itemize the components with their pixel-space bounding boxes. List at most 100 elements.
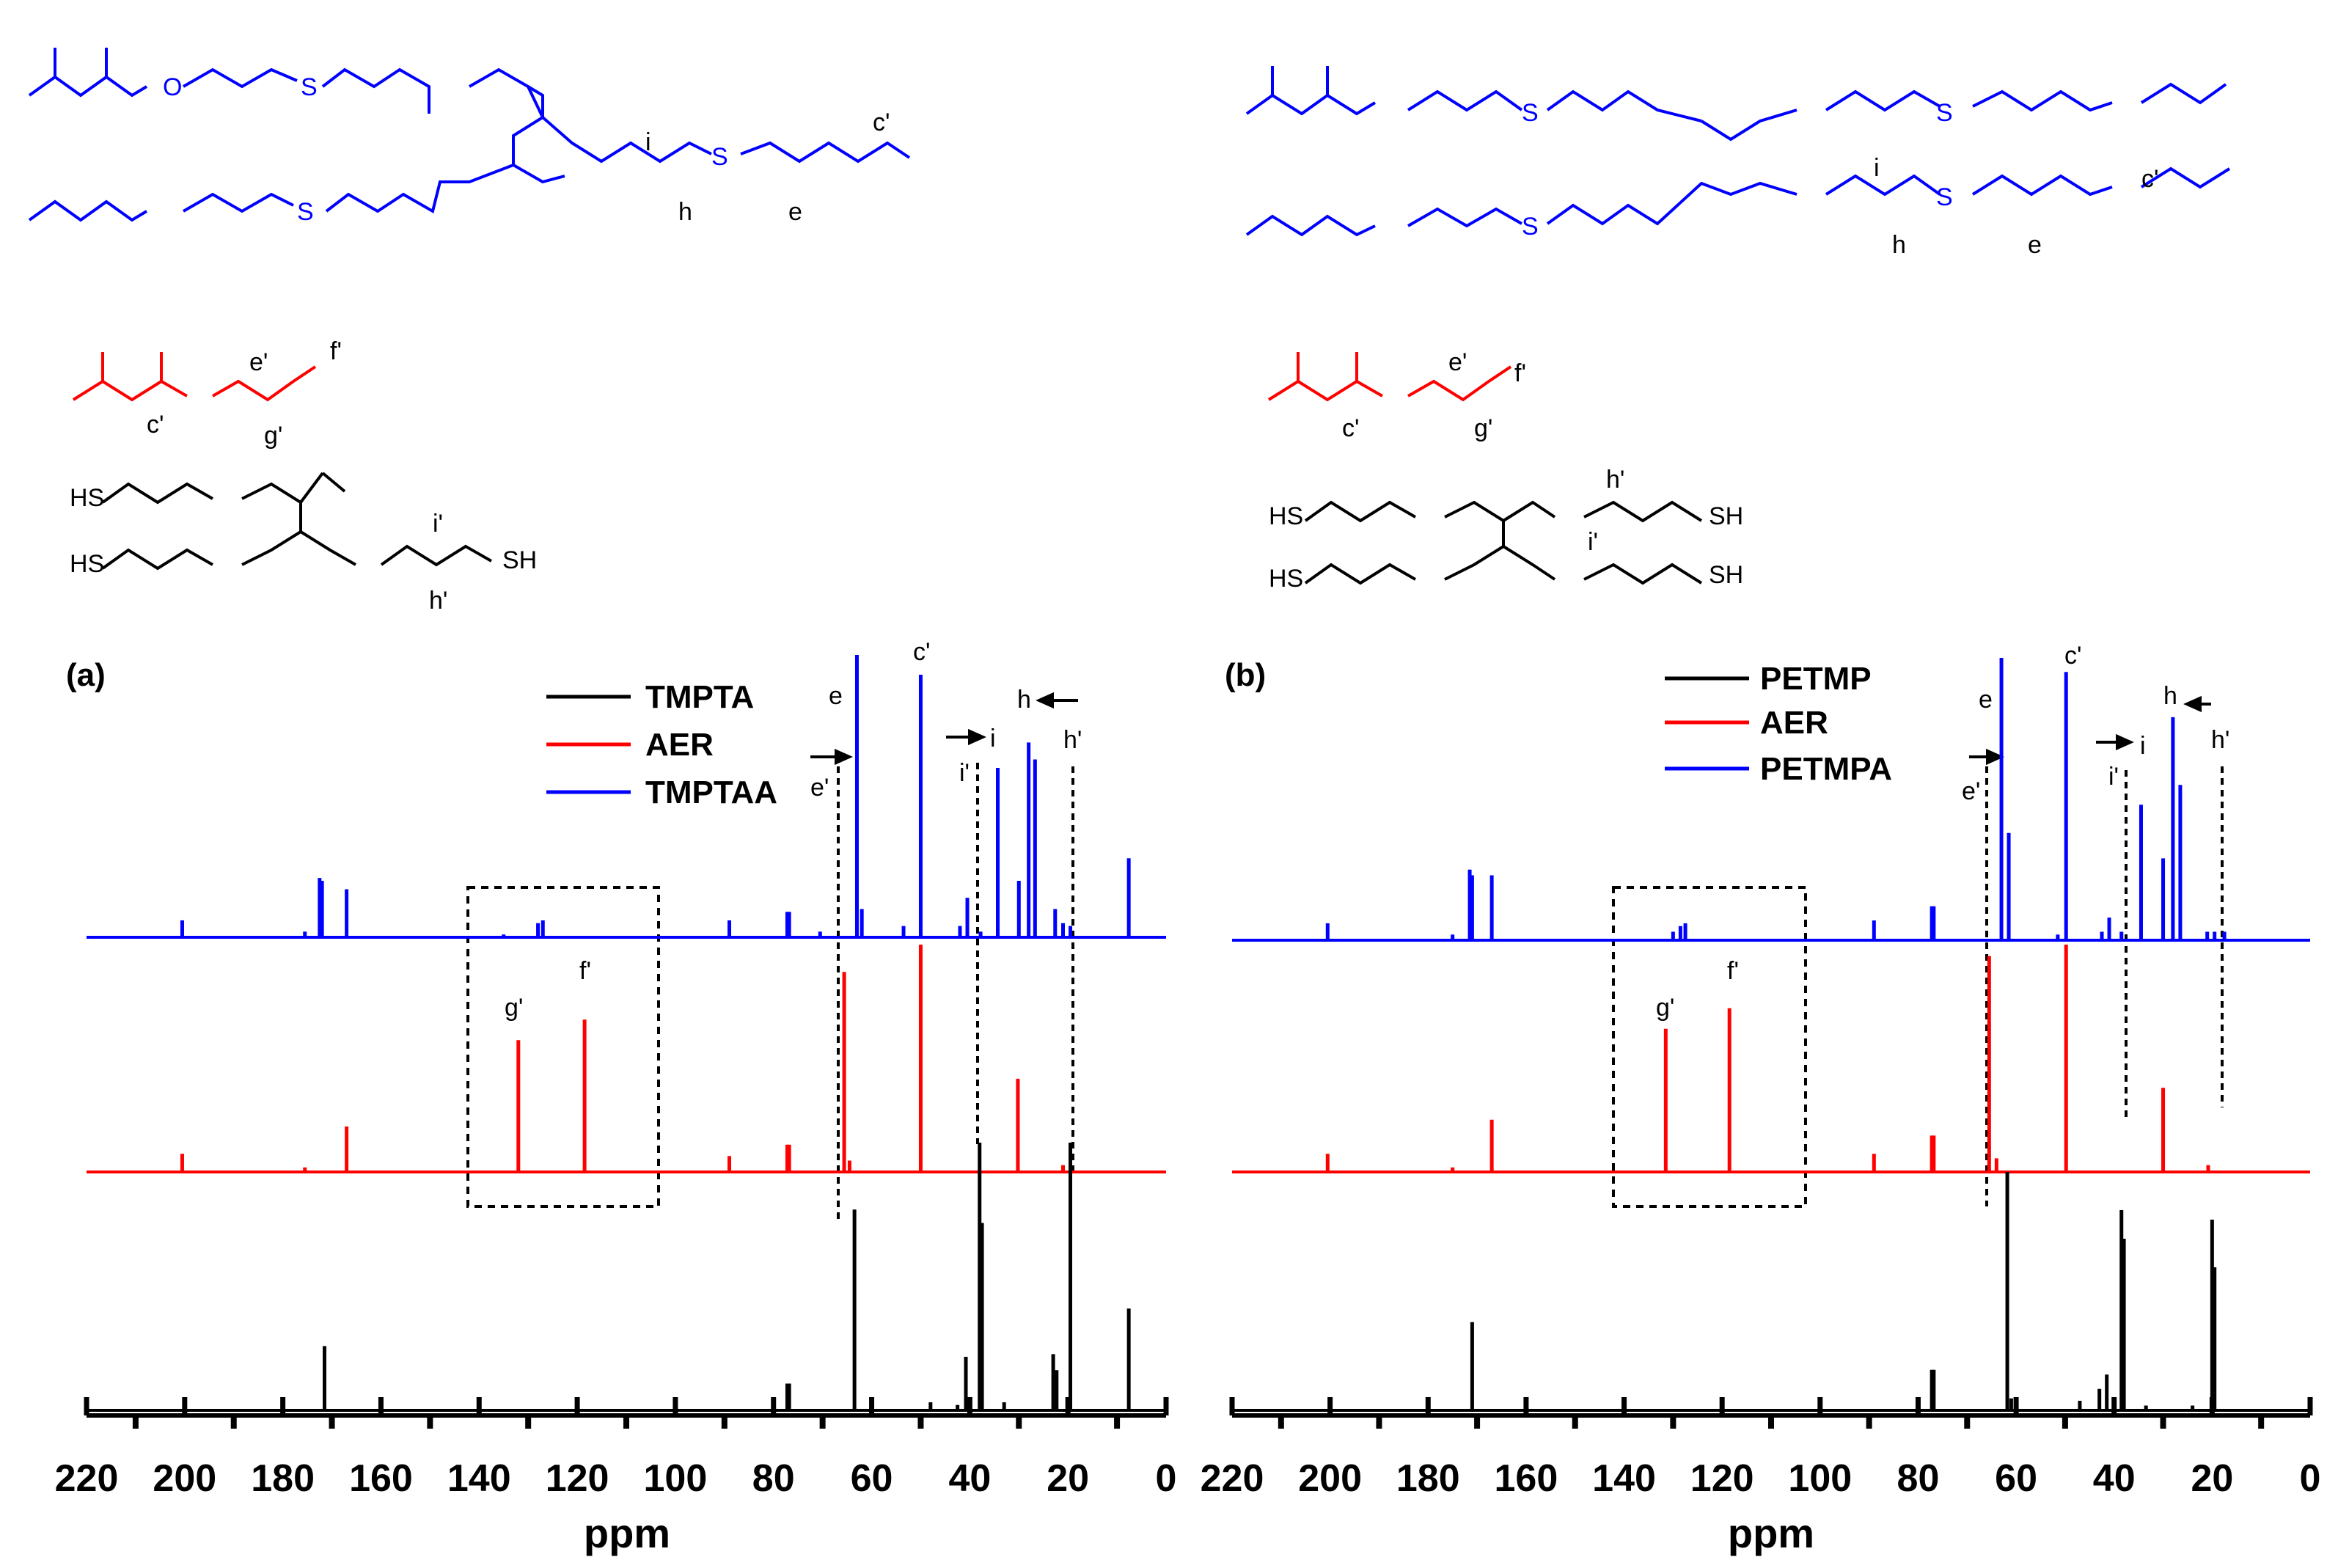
peak-label-e: e <box>829 682 843 710</box>
legend-label: TMPTA <box>645 679 754 715</box>
peak-label-g-prime: g' <box>505 994 523 1022</box>
structure-label-h-prime: h' <box>429 587 447 615</box>
structure-label-i: i <box>645 128 651 156</box>
structure-label-e-prime: e' <box>249 348 268 376</box>
sulfur-atom-label: S <box>1522 213 1539 241</box>
x-tick-label: 200 <box>153 1457 216 1500</box>
structure-label-e: e <box>2028 231 2042 259</box>
structure-label-c-prime: c' <box>2141 165 2159 193</box>
arrow-h <box>1036 692 1078 709</box>
structure-label-h: h <box>1892 231 1906 259</box>
structure-label-f-prime: f' <box>1514 359 1526 387</box>
structure-petmp <box>1304 500 1703 585</box>
spectrum-panel-b: (b) PETMP AER PETMPA e c' h i e' i' h' g… <box>1201 642 2321 1556</box>
structure-aer-b <box>1267 352 1512 402</box>
structure-label-i-prime: i' <box>1588 528 1598 556</box>
sulfur-atom-label: S <box>711 143 728 171</box>
structure-tmptaa <box>28 48 911 222</box>
x-axis-title: ppm <box>584 1510 670 1556</box>
arrow-i <box>946 728 986 746</box>
sulfur-atom-label: S <box>1936 183 1953 211</box>
peak-label-e-prime: e' <box>1962 777 1980 805</box>
peak-label-c-prime: c' <box>913 638 931 666</box>
spectrum-panel-a: (a) TMPTA AER TMPTAA e c' h i e' i' h' g <box>55 638 1177 1556</box>
arrow-i <box>2096 733 2134 751</box>
panel-label: (a) <box>66 657 106 693</box>
x-tick-label: 160 <box>349 1457 413 1500</box>
thiol-label: SH <box>1709 502 1743 530</box>
thiol-label: SH <box>1709 561 1743 589</box>
x-tick-label: 140 <box>1592 1457 1656 1500</box>
peak-label-h: h <box>2163 682 2177 710</box>
structure-label-e: e <box>788 198 802 226</box>
structure-label-g-prime: g' <box>264 422 282 450</box>
legend-label: TMPTAA <box>645 774 777 810</box>
thiol-label: HS <box>1269 502 1303 530</box>
thiol-label: HS <box>1269 565 1303 593</box>
x-tick-label: 100 <box>644 1457 708 1500</box>
x-tick-label: 0 <box>2300 1457 2321 1500</box>
x-tick-label: 220 <box>55 1457 119 1500</box>
sulfur-atom-label: S <box>1522 99 1539 127</box>
x-tick-label: 20 <box>1047 1457 1089 1500</box>
structure-label-h-prime: h' <box>1606 466 1624 494</box>
peak-label-i: i <box>990 725 996 752</box>
x-tick-label: 140 <box>447 1457 511 1500</box>
sulfur-atom-label: S <box>1936 99 1953 127</box>
thiol-label: HS <box>70 550 104 578</box>
oxygen-atom-label: O <box>163 73 182 101</box>
structure-petmpa <box>1245 66 2231 237</box>
peak-label-h-prime: h' <box>2211 726 2229 754</box>
x-tick-label: 220 <box>1201 1457 1264 1500</box>
structure-label-c-prime: c' <box>1342 414 1360 442</box>
arrow-e-prime <box>810 748 853 766</box>
panel-label: (b) <box>1225 657 1266 693</box>
x-tick-label: 160 <box>1495 1457 1558 1500</box>
highlight-box <box>1612 886 1807 1208</box>
peak-label-i-prime: i' <box>2108 763 2119 791</box>
peak-label-f-prime: f' <box>1727 957 1739 985</box>
structure-label-i-prime: i' <box>433 510 443 538</box>
x-tick-label: 80 <box>752 1457 795 1500</box>
peak-label-h: h <box>1017 686 1031 714</box>
x-tick-label: 120 <box>546 1457 609 1500</box>
x-tick-label: 60 <box>851 1457 893 1500</box>
peak-label-e: e <box>1979 686 1993 714</box>
arrow-e-prime <box>1969 748 2004 766</box>
x-axis-ticks: 220 200 180 160 140 120 100 80 60 40 20 0 <box>55 1397 1177 1500</box>
x-tick-label: 180 <box>251 1457 315 1500</box>
x-tick-label: 40 <box>2093 1457 2136 1500</box>
legend-label: AER <box>1760 705 1828 741</box>
peak-label-h-prime: h' <box>1063 726 1082 754</box>
structure-label-e-prime: e' <box>1448 348 1467 376</box>
peak-label-c-prime: c' <box>2064 642 2082 670</box>
sulfur-atom-label: S <box>297 198 314 226</box>
x-tick-label: 0 <box>1156 1457 1177 1500</box>
x-axis-ticks: 220 200 180 160 140 120 100 80 60 40 20 0 <box>1201 1397 2321 1500</box>
peak-label-f-prime: f' <box>579 957 591 985</box>
peak-label-i: i <box>2140 732 2146 760</box>
structure-label-c-prime: c' <box>147 411 164 439</box>
thiol-label: SH <box>502 546 537 574</box>
x-tick-label: 100 <box>1788 1457 1852 1500</box>
x-tick-label: 120 <box>1690 1457 1754 1500</box>
legend-label: PETMPA <box>1760 751 1892 787</box>
sulfur-atom-label: S <box>301 73 318 101</box>
structure-label-i: i <box>1874 154 1880 182</box>
structure-tmpta <box>101 472 492 571</box>
spectra <box>1232 658 2310 1412</box>
structure-label-h: h <box>678 198 692 226</box>
peak-label-g-prime: g' <box>1656 994 1674 1022</box>
x-tick-label: 60 <box>1995 1457 2037 1500</box>
thiol-label: HS <box>70 484 104 512</box>
legend-label: AER <box>645 727 714 763</box>
structure-label-f-prime: f' <box>330 337 342 365</box>
x-tick-label: 180 <box>1396 1457 1460 1500</box>
x-tick-label: 80 <box>1897 1457 1940 1500</box>
legend-label: PETMP <box>1760 661 1872 697</box>
x-axis-title: ppm <box>1728 1510 1814 1556</box>
structure-aer <box>72 352 317 402</box>
structure-label-g-prime: g' <box>1474 414 1492 442</box>
x-tick-label: 20 <box>2191 1457 2233 1500</box>
